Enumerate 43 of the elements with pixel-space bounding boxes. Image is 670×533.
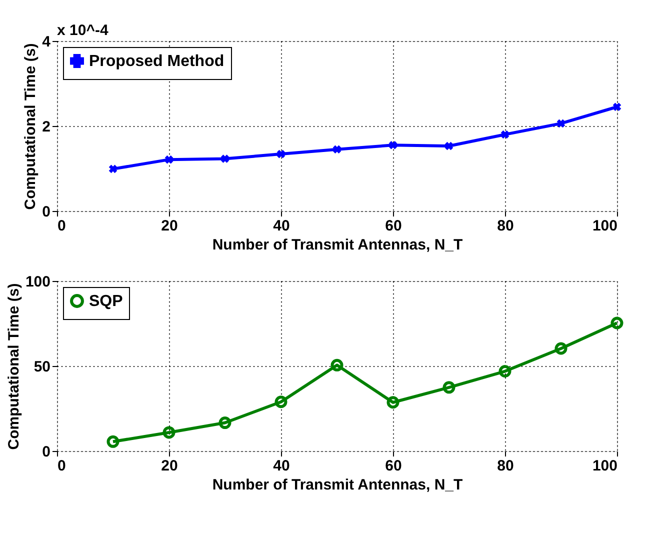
- point: [332, 145, 342, 154]
- point: [612, 102, 622, 112]
- x-tick-label: 40: [273, 218, 290, 234]
- point: [274, 396, 288, 408]
- x-tick-label: 40: [273, 458, 290, 474]
- y-tick-label: 100: [25, 274, 50, 290]
- point: [498, 365, 512, 378]
- legend-label: Proposed Method: [89, 53, 224, 70]
- point: [388, 140, 398, 150]
- y-tick-label: 50: [34, 358, 50, 376]
- x-tick-label: 0: [58, 458, 66, 474]
- point: [442, 381, 456, 394]
- point: [162, 426, 176, 439]
- point: [556, 119, 566, 128]
- point: [108, 164, 118, 174]
- x-tick-label: 20: [161, 458, 178, 474]
- x-tick-label: 0: [58, 218, 66, 234]
- x-tick-label: 100: [592, 218, 618, 234]
- y-tick-label: 2: [42, 118, 50, 136]
- legend-label: SQP: [89, 293, 124, 310]
- point: [444, 142, 454, 150]
- x-tick-label: 20: [161, 218, 178, 234]
- point: [330, 358, 344, 372]
- x-axis-title: Number of Transmit Antennas, N_T: [212, 236, 463, 254]
- x-tick-label: 80: [497, 458, 514, 474]
- y-tick-label: 0: [42, 444, 50, 460]
- x-axis-title: Number of Transmit Antennas, N_T: [212, 476, 463, 494]
- x-tick-label: 60: [385, 218, 402, 234]
- point: [500, 130, 510, 139]
- point: [386, 396, 400, 409]
- y-tick-label: 4: [42, 34, 52, 50]
- y-axis-title: Computational Time (s): [22, 43, 40, 210]
- y-tick-label: 0: [42, 204, 50, 220]
- point: [164, 155, 174, 164]
- point: [218, 416, 232, 430]
- point: [220, 154, 230, 163]
- point: [554, 342, 568, 355]
- y-axis-title: Computational Time (s): [5, 283, 22, 450]
- text: x 10^-4: [57, 22, 109, 39]
- point: [276, 150, 286, 158]
- x-tick-label: 80: [497, 218, 514, 234]
- x-tick-label: 100: [592, 458, 618, 474]
- x-tick-label: 60: [385, 458, 402, 474]
